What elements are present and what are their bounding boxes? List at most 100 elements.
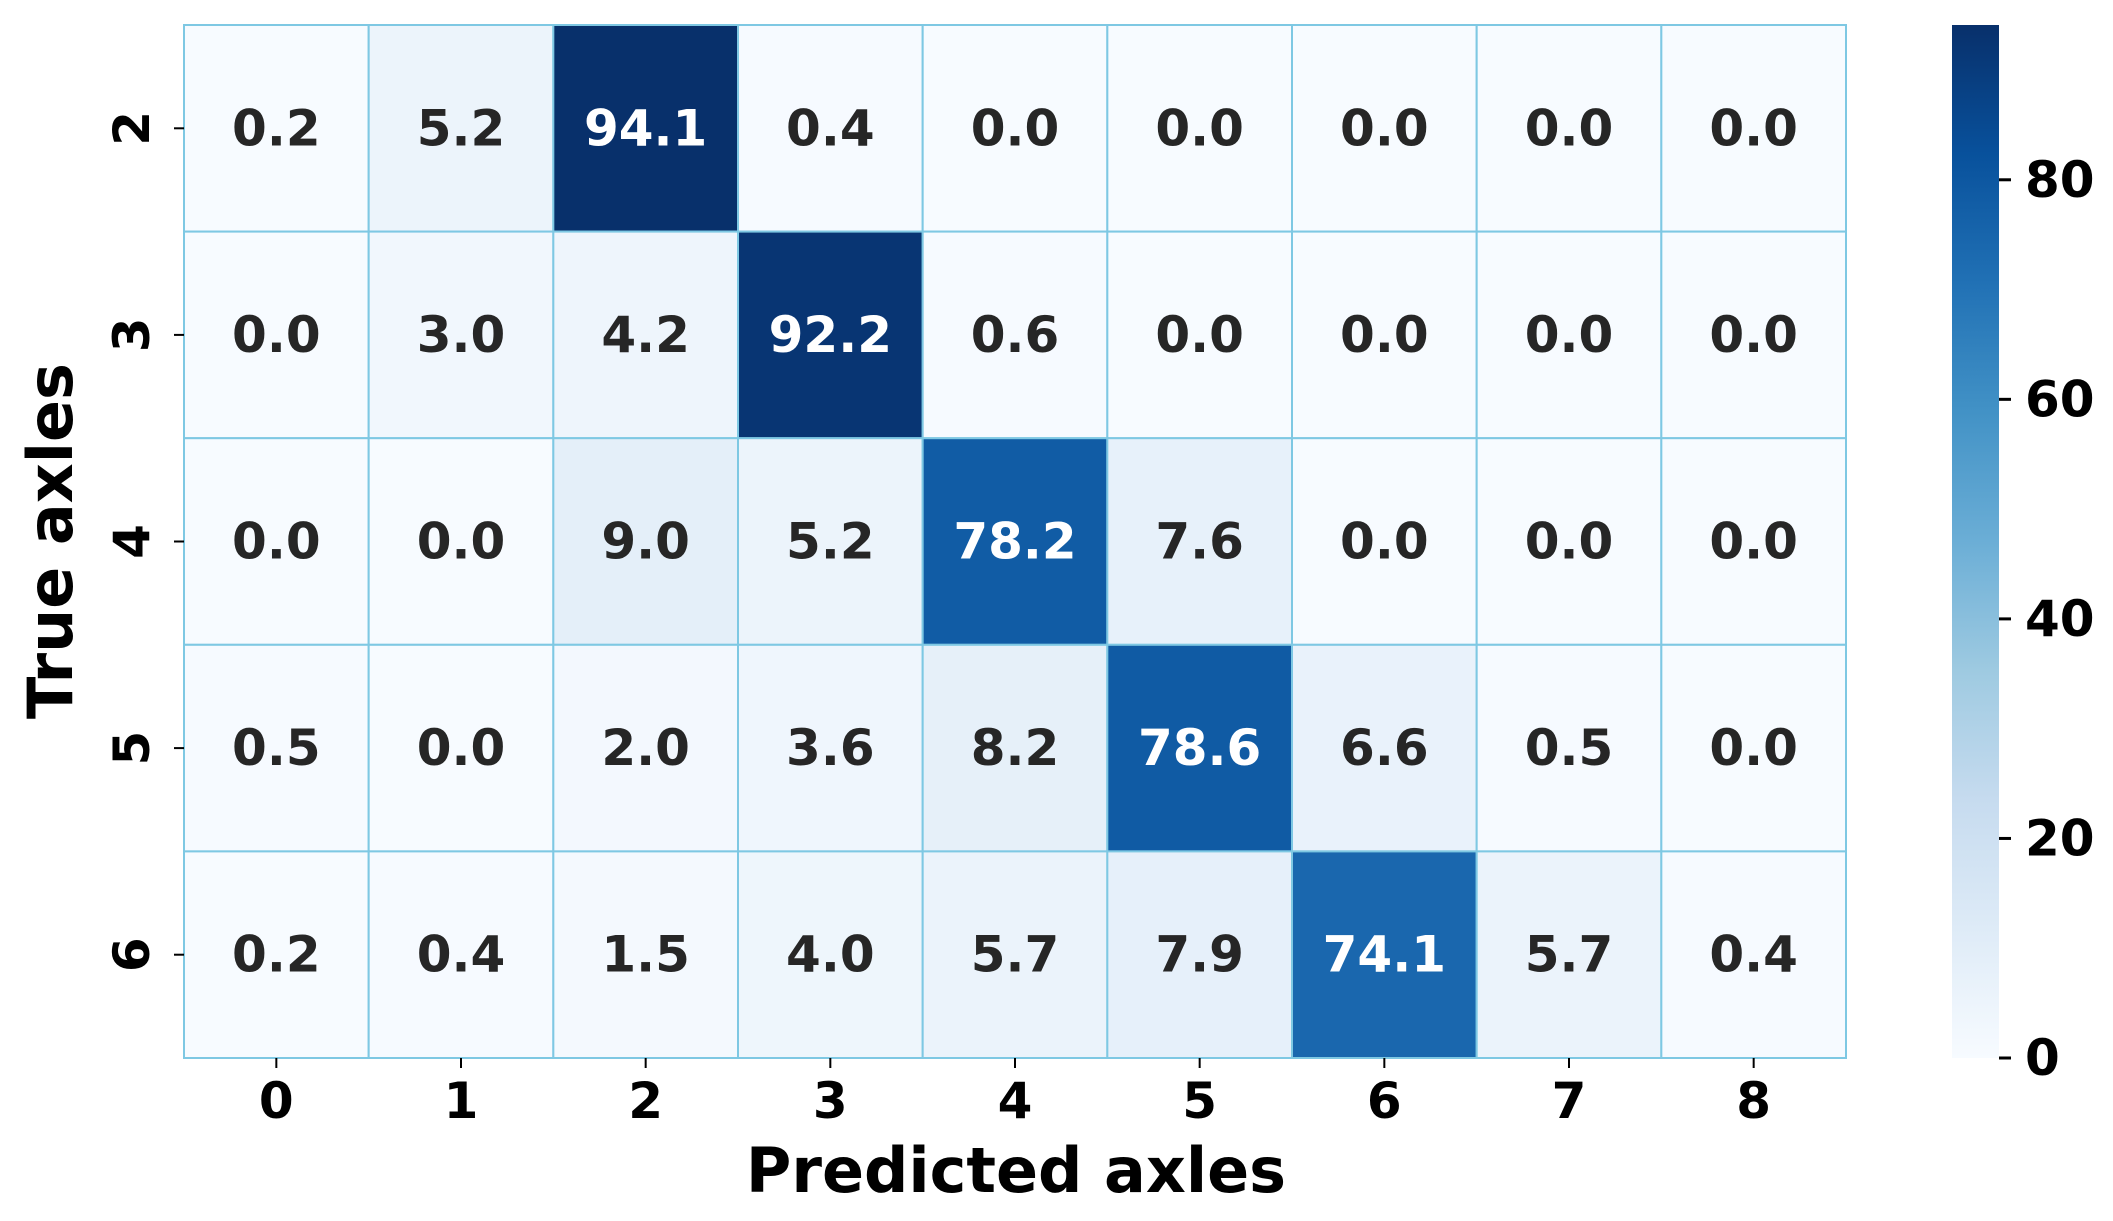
cell-value-label: 74.1	[1323, 926, 1446, 984]
heatmap-cell	[1106, 24, 1294, 233]
cell-value-label: 0.0	[1155, 99, 1244, 157]
x-tick-label: 8	[1736, 1072, 1771, 1130]
cell-value-label: 6.6	[1340, 719, 1429, 777]
cell-value-label: 5.2	[786, 513, 875, 571]
heatmap-cell	[1660, 230, 1848, 440]
x-tick-label: 4	[998, 1072, 1033, 1130]
x-tick-label: 2	[628, 1072, 663, 1130]
cell-value-label: 0.4	[417, 926, 506, 984]
x-tick-label: 1	[444, 1072, 479, 1130]
heatmap-cell	[737, 24, 924, 233]
heatmap-cell	[737, 437, 924, 646]
heatmap-cell	[1475, 230, 1663, 440]
x-tick-label: 3	[813, 1072, 848, 1130]
x-axis-label: Predicted axles	[746, 1134, 1286, 1207]
cell-value-label: 0.0	[1525, 306, 1614, 364]
colorbar-tick-label: 80	[2025, 151, 2095, 209]
cell-value-label: 0.5	[1525, 719, 1614, 777]
colorbar: 0 20 40 60 80	[1952, 25, 2095, 1087]
cell-value-label: 78.2	[953, 513, 1076, 571]
cell-value-label: 0.2	[232, 99, 321, 157]
cell-value-label: 0.0	[1340, 99, 1429, 157]
x-tick-label: 7	[1552, 1072, 1587, 1130]
cell-annotations: 0.2 5.2 94.1 0.4 0.0 0.0 0.0 0.0 0.0 0.0 3.0 4.2 92.…	[232, 99, 1798, 983]
heatmap-cell	[1291, 230, 1478, 440]
heatmap-cell	[1660, 643, 1848, 853]
heatmap-cell	[1475, 643, 1663, 853]
cell-value-label: 4.2	[601, 306, 690, 364]
cell-value-label: 2.0	[601, 719, 690, 777]
cell-value-label: 3.6	[786, 719, 875, 777]
heatmap-cell	[552, 437, 739, 646]
cell-value-label: 0.0	[417, 513, 506, 571]
heatmap-cell	[1106, 230, 1294, 440]
heatmap-cell	[1291, 437, 1478, 646]
cell-value-label: 5.7	[1525, 926, 1614, 984]
cell-value-label: 7.6	[1155, 513, 1244, 571]
heatmap-cell	[921, 230, 1109, 440]
heatmap-cell	[367, 24, 555, 233]
cell-value-label: 0.0	[1709, 306, 1798, 364]
cell-value-label: 78.6	[1138, 719, 1261, 777]
heatmap-cell	[1475, 24, 1663, 233]
y-tick-label: 2	[103, 111, 161, 146]
heatmap-cell	[921, 437, 1109, 646]
cell-value-label: 0.5	[232, 719, 321, 777]
cell-value-label: 5.2	[417, 99, 506, 157]
heatmap-cell	[1660, 850, 1848, 1060]
colorbar-tick-label: 40	[2025, 590, 2095, 648]
y-tick-label: 5	[103, 731, 161, 766]
colorbar-ticks: 0 20 40 60 80	[1999, 151, 2095, 1087]
cell-value-label: 0.0	[1525, 513, 1614, 571]
cell-value-label: 8.2	[971, 719, 1060, 777]
heatmap-cell	[552, 850, 739, 1060]
heatmap-cell	[183, 437, 370, 646]
cell-value-label: 7.9	[1155, 926, 1244, 984]
y-tick-label: 6	[103, 937, 161, 972]
cell-value-label: 0.0	[1709, 513, 1798, 571]
y-axis-label: True axles	[14, 363, 87, 719]
heatmap-cell	[367, 437, 555, 646]
heatmap-cell	[367, 850, 555, 1060]
heatmap-cell	[183, 24, 370, 233]
cell-value-label: 0.2	[232, 926, 321, 984]
heatmap-cell	[737, 230, 924, 440]
y-tick-label: 4	[103, 524, 161, 559]
heatmap-cells	[183, 24, 1848, 1060]
heatmap-cell	[183, 230, 370, 440]
heatmap-cell	[183, 643, 370, 853]
cell-value-label: 0.0	[232, 513, 321, 571]
cell-value-label: 9.0	[601, 513, 690, 571]
colorbar-gradient	[1952, 25, 1999, 1058]
colorbar-tick-label: 20	[2025, 809, 2095, 867]
cell-value-label: 1.5	[601, 926, 690, 984]
heatmap-cell	[367, 643, 555, 853]
cell-value-label: 0.4	[786, 99, 875, 157]
colorbar-tick-label: 60	[2025, 370, 2095, 428]
heatmap-cell	[737, 643, 924, 853]
heatmap-cell	[183, 850, 370, 1060]
x-tick-labels: 0 1 2 3 4 5 6 7 8	[259, 1058, 1771, 1130]
cell-value-label: 4.0	[786, 926, 875, 984]
cell-value-label: 0.0	[232, 306, 321, 364]
cell-value-label: 0.6	[971, 306, 1060, 364]
cell-value-label: 0.0	[417, 719, 506, 777]
cell-value-label: 0.0	[971, 99, 1060, 157]
colorbar-tick-label: 0	[2025, 1029, 2060, 1087]
heatmap-cell	[1660, 437, 1848, 646]
heatmap-cell	[1291, 850, 1478, 1060]
x-tick-label: 6	[1367, 1072, 1402, 1130]
cell-value-label: 92.2	[769, 306, 892, 364]
cell-value-label: 0.0	[1709, 99, 1798, 157]
x-tick-label: 0	[259, 1072, 294, 1130]
heatmap-cell	[552, 230, 739, 440]
cell-value-label: 0.4	[1709, 926, 1798, 984]
cell-value-label: 0.0	[1709, 719, 1798, 777]
heatmap-cell	[552, 24, 739, 233]
cell-value-label: 0.0	[1155, 306, 1244, 364]
heatmap-cell	[921, 24, 1109, 233]
cell-value-label: 0.0	[1340, 306, 1429, 364]
cell-value-label: 0.0	[1340, 513, 1429, 571]
